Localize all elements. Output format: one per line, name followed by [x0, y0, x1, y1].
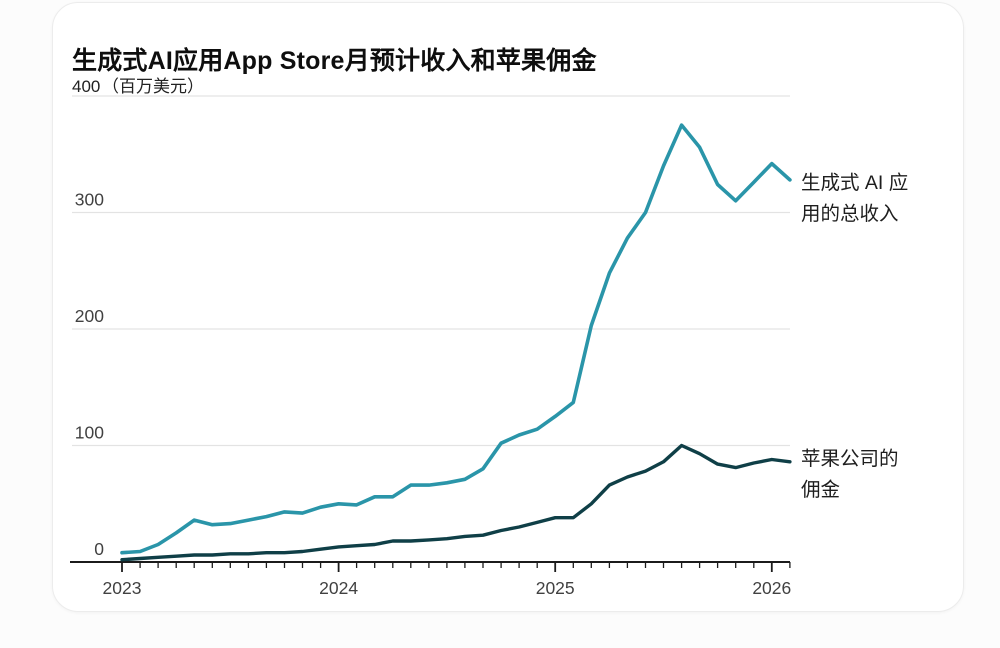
y-tick-label: 100: [75, 423, 104, 443]
y-axis-unit-label: （百万美元）: [102, 77, 204, 96]
commission-line: [120, 443, 792, 562]
chart-title: 生成式AI应用App Store月预计收入和苹果佣金: [72, 46, 597, 75]
x-year-label: 2024: [319, 578, 358, 598]
y-tick-label: 200: [75, 306, 104, 326]
chart-card: [52, 2, 964, 612]
y-axis-unit-row: 400（百万美元）: [72, 72, 204, 97]
series-label-total-revenue: 生成式 AI 应 用的总收入: [801, 172, 909, 225]
y-axis-max-tick: 400: [72, 77, 101, 96]
revenue-line: [120, 123, 792, 555]
x-year-label: 2023: [103, 578, 142, 598]
x-year-label: 2025: [536, 578, 575, 598]
series-label-apple-commission: 苹果公司的 佣金: [801, 448, 899, 501]
y-tick-label: 300: [75, 190, 104, 210]
x-year-label: 2026: [752, 578, 791, 598]
y-tick-label: 0: [94, 539, 104, 559]
